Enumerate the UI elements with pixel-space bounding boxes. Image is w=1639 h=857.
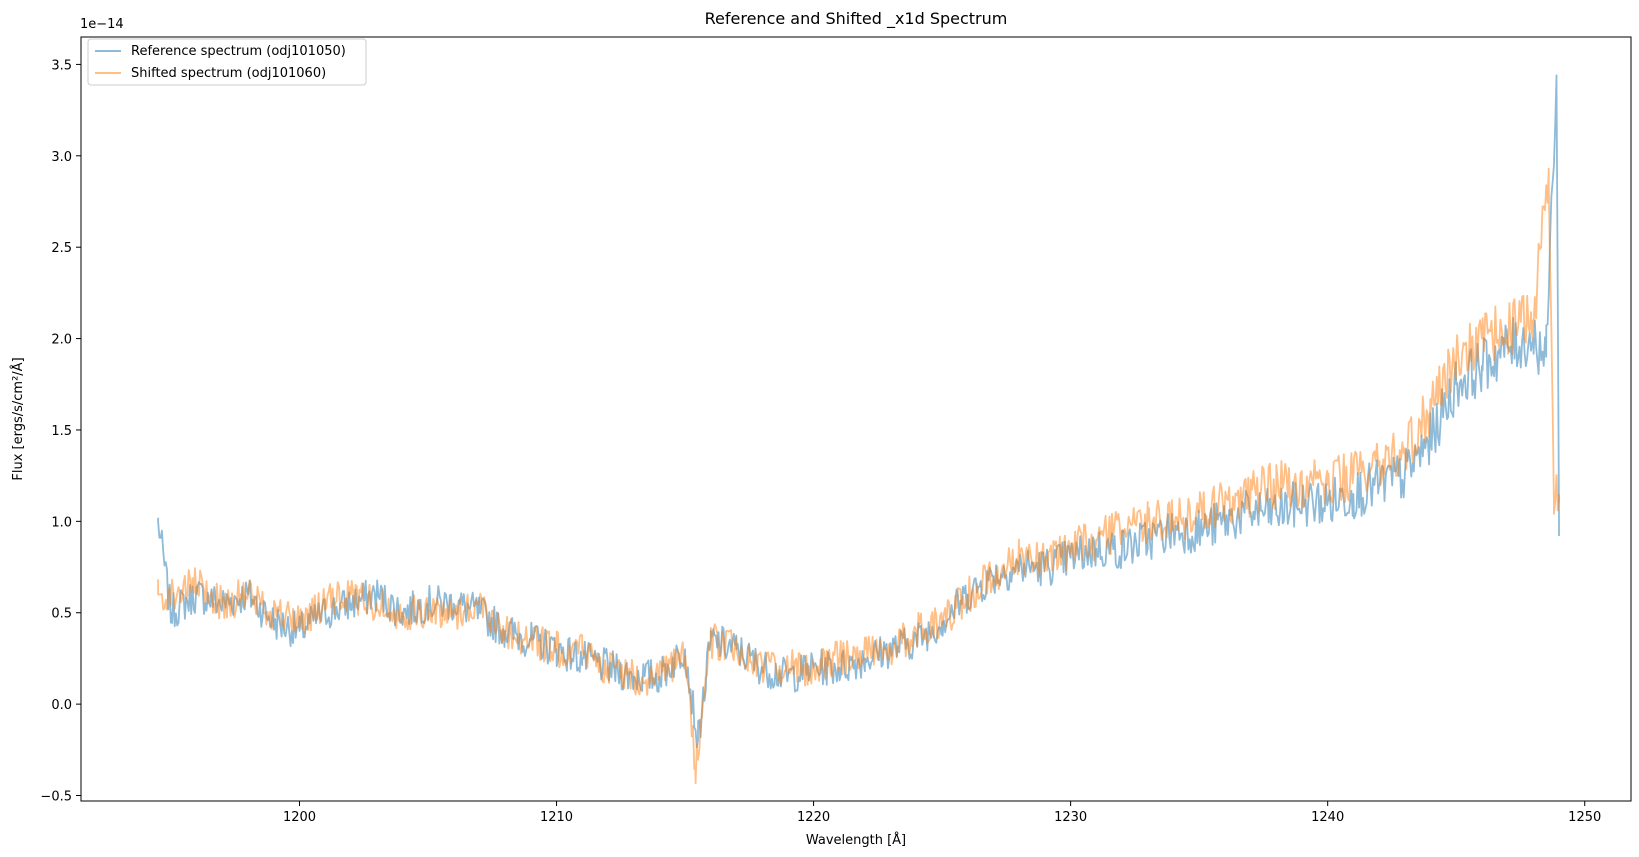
chart-title: Reference and Shifted _x1d Spectrum bbox=[705, 9, 1008, 29]
x-tick-label: 1220 bbox=[797, 810, 830, 825]
y-tick-label: 3.5 bbox=[51, 58, 72, 73]
y-axis-label: Flux [ergs/s/cm²/Å] bbox=[10, 357, 26, 480]
x-axis: 1200 1210 1220 1230 1240 1250 bbox=[283, 801, 1601, 825]
legend-box bbox=[87, 38, 367, 86]
axes-frame bbox=[80, 36, 1632, 802]
y-tick-label: −0.5 bbox=[40, 790, 72, 805]
y-axis: −0.5 0.0 0.5 1.0 1.5 2.0 2.5 3.0 3.5 bbox=[40, 58, 81, 805]
x-tick-label: 1200 bbox=[283, 810, 316, 825]
x-axis-label: Wavelength [Å] bbox=[806, 832, 906, 848]
legend: Reference spectrum (odj101050) Shifted s… bbox=[87, 38, 367, 86]
series-group bbox=[157, 74, 1560, 785]
x-tick-label: 1250 bbox=[1568, 810, 1601, 825]
y-tick-label: 0.5 bbox=[51, 607, 72, 622]
y-tick-label: 0.0 bbox=[51, 698, 72, 713]
y-tick-label: 1.5 bbox=[51, 424, 72, 439]
x-tick-label: 1240 bbox=[1311, 810, 1344, 825]
series-line-1 bbox=[157, 167, 1560, 785]
y-tick-label: 1.0 bbox=[51, 515, 72, 530]
y-tick-label: 2.5 bbox=[51, 241, 72, 256]
plot-area bbox=[80, 36, 1632, 802]
x-tick-label: 1210 bbox=[540, 810, 573, 825]
legend-label-shifted: Shifted spectrum (odj101060) bbox=[131, 66, 326, 81]
y-tick-label: 3.0 bbox=[51, 150, 72, 165]
legend-label-reference: Reference spectrum (odj101050) bbox=[131, 44, 346, 59]
y-tick-label: 2.0 bbox=[51, 333, 72, 348]
x-tick-label: 1230 bbox=[1054, 810, 1087, 825]
y-offset-text: 1e−14 bbox=[80, 17, 124, 32]
